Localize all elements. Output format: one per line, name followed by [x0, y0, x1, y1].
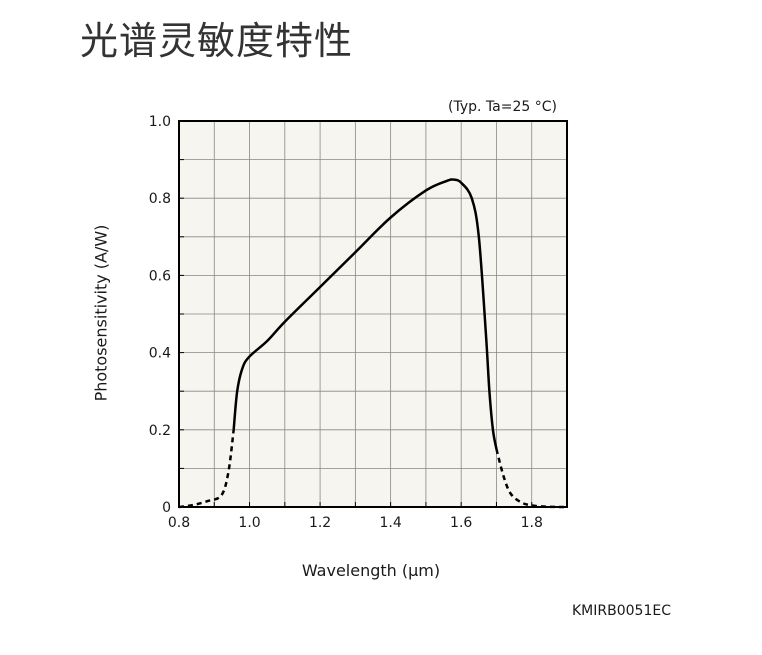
- x-tick-label: 1.6: [450, 515, 472, 531]
- x-axis-label: Wavelength (μm): [301, 561, 441, 580]
- y-tick-label: 0.2: [149, 423, 171, 439]
- x-tick-label: 1.4: [380, 515, 402, 531]
- axis-ticks: [178, 120, 568, 508]
- y-tick-label: 1.0: [149, 114, 171, 130]
- curve-dashed-segment: [178, 429, 235, 509]
- x-tick-label: 0.8: [168, 515, 190, 531]
- y-axis-label: Photosensitivity (A/W): [91, 224, 111, 402]
- y-tick-label: 0.4: [149, 346, 171, 362]
- curve-dashed-segment: [495, 448, 568, 509]
- x-tick-label: 1.2: [309, 515, 331, 531]
- curve-solid-segment: [232, 178, 498, 450]
- measurement-condition: (Typ. Ta=25 °C): [448, 99, 557, 115]
- x-tick-label: 1.8: [521, 515, 543, 531]
- y-tick-label: 0.8: [149, 191, 171, 207]
- document-code: KMIRB0051EC: [572, 603, 671, 619]
- grid-lines: [179, 121, 567, 507]
- y-tick-label: 0.6: [149, 268, 171, 284]
- x-tick-label: 1.0: [238, 515, 260, 531]
- y-tick-label: 0: [162, 500, 171, 516]
- axis-tick-labels: 0.8 1.0 1.2 1.4 1.6 1.8 0 0.2 0.4 0.6 0.8 1.0: [149, 114, 543, 531]
- page-title: 光谱灵敏度特性: [80, 19, 354, 63]
- sensitivity-curves: [178, 178, 568, 509]
